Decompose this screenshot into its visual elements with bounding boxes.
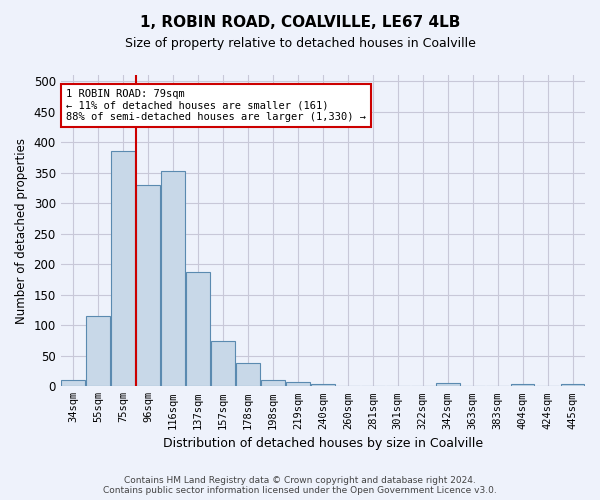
- Bar: [186, 272, 210, 386]
- Text: Contains HM Land Registry data © Crown copyright and database right 2024.
Contai: Contains HM Land Registry data © Crown c…: [103, 476, 497, 495]
- Bar: [136, 185, 160, 386]
- Bar: [436, 384, 460, 386]
- Text: 1 ROBIN ROAD: 79sqm
← 11% of detached houses are smaller (161)
88% of semi-detac: 1 ROBIN ROAD: 79sqm ← 11% of detached ho…: [66, 89, 366, 122]
- Bar: [311, 384, 335, 386]
- Y-axis label: Number of detached properties: Number of detached properties: [15, 138, 28, 324]
- Bar: [61, 380, 85, 386]
- Text: 1, ROBIN ROAD, COALVILLE, LE67 4LB: 1, ROBIN ROAD, COALVILLE, LE67 4LB: [140, 15, 460, 30]
- Bar: [111, 152, 135, 386]
- X-axis label: Distribution of detached houses by size in Coalville: Distribution of detached houses by size …: [163, 437, 483, 450]
- Bar: [236, 363, 260, 386]
- Bar: [211, 340, 235, 386]
- Bar: [511, 384, 535, 386]
- Text: Size of property relative to detached houses in Coalville: Size of property relative to detached ho…: [125, 38, 475, 51]
- Bar: [161, 172, 185, 386]
- Bar: [86, 316, 110, 386]
- Bar: [286, 382, 310, 386]
- Bar: [560, 384, 584, 386]
- Bar: [261, 380, 285, 386]
